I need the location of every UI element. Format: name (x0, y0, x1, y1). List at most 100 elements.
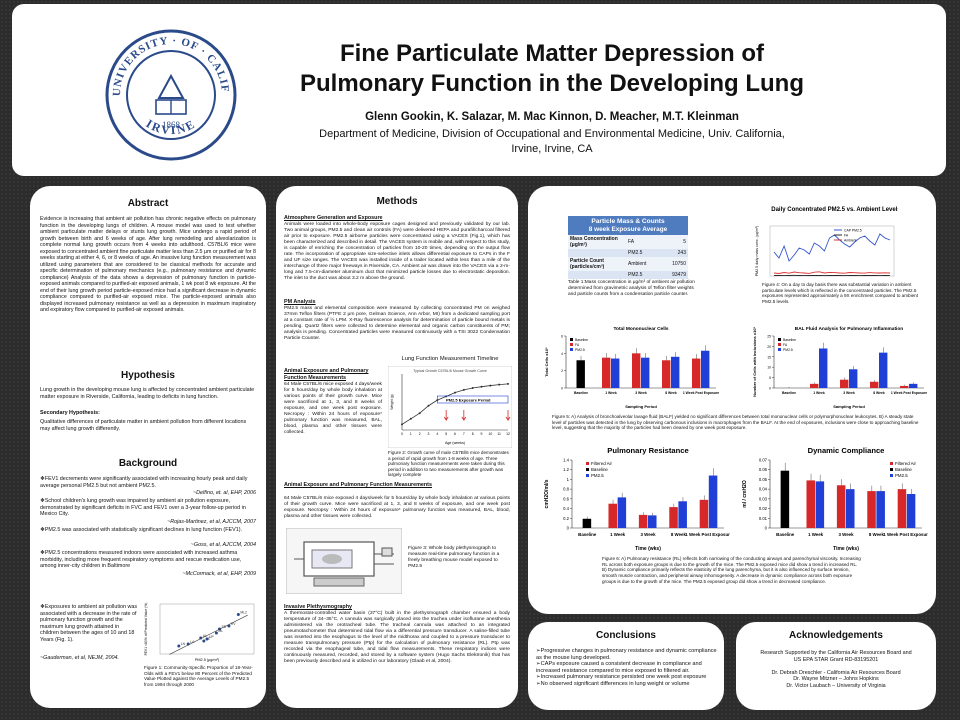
legend-label: Filtered Air (591, 461, 613, 466)
bar (870, 381, 879, 388)
bar (617, 497, 627, 528)
table-cell (568, 249, 626, 257)
bar (671, 356, 680, 388)
acknowledgement-line: Dr. Wayne Mitzner – Johns Hopkins (793, 676, 879, 683)
bar (849, 369, 858, 388)
figure6b-compliance-chart: Dynamic Compliance 0 0.01 0.02 0.03 0.04 0.05 0… (742, 446, 928, 552)
conclusion-item: ➢No observed significant differences in … (536, 680, 690, 687)
legend-swatch (586, 474, 589, 477)
legend-swatch (586, 462, 589, 465)
point-label: RV (231, 622, 236, 626)
y-tick-label: 0 (567, 526, 570, 531)
y-axis-label: cmH2O/ml/s (544, 479, 550, 508)
background-heading: Background (118, 458, 178, 469)
bar (846, 489, 855, 528)
data-point (236, 613, 240, 616)
data-point (205, 637, 209, 641)
x-tick-label: 0 (401, 432, 403, 436)
background-item: ❖PM2.5 was associated with statistically… (40, 527, 242, 533)
background-cite: ~Goss, et al, AJCCM, 2004 (190, 542, 256, 548)
table-cell: PM2.5 (628, 272, 643, 278)
svg-text:1868: 1868 (162, 120, 181, 130)
x-tick-label: 1 Week (605, 391, 617, 395)
x-tick-label: 6 (454, 432, 456, 436)
bar (836, 485, 846, 528)
x-tick-label: 12 (506, 432, 510, 436)
legend-label: PM2.5 (591, 473, 604, 478)
legend-swatch (890, 468, 893, 471)
x-tick-label: 1 Week (813, 391, 825, 395)
bar (876, 491, 885, 528)
bar (708, 475, 718, 528)
y-tick-label: 1.4 (563, 458, 569, 463)
data-point (489, 384, 492, 387)
bar (819, 348, 828, 388)
figure2-growth-curve: Typical Growth C57BL/6 Mouse Growth Curv… (388, 366, 512, 448)
table-row: PM2.5 243 (568, 249, 688, 257)
acknowledgement-line: Dr. Victor Laubach – University of Virgi… (786, 682, 886, 689)
x-tick-label: Baseline (578, 532, 597, 537)
x-tick-label: 8 Week (873, 391, 885, 395)
bar (806, 480, 815, 528)
bar (692, 358, 701, 388)
abstract-heading: Abstract (127, 198, 169, 209)
figure1-scatter: LNLAALLEUPMLSDRVML2PM2.5 (μg/m³)FEV1 <80… (144, 603, 255, 662)
figure1-caption: Figure 1: Community-Specific Proportion … (144, 665, 253, 687)
conclusions-list: ➢Progressive changes in pulmonary resist… (536, 648, 718, 688)
y-tick-label: 0.6 (563, 496, 569, 501)
legend-label: Baseline (591, 467, 608, 472)
y-tick-label: 1.2 (563, 467, 569, 472)
legend-swatch (570, 348, 573, 351)
animal-exposure-body-2: 64 Male C57BL/6 mice exposed 4 days/week… (284, 496, 510, 519)
x-tick-label: 3 Week (843, 391, 855, 395)
x-tick-label: 1 Week (808, 532, 824, 537)
background-item: ❖PM2.5 concentrations measured indoors w… (40, 550, 242, 570)
x-tick-label: Baseline (776, 532, 795, 537)
legend-swatch (586, 468, 589, 471)
table-cell: Mass Concentration (μg/m³) (570, 236, 618, 248)
bar (576, 360, 585, 388)
y-axis-label: Number of Cells with Inclusions x10³ (752, 326, 757, 396)
chart-inner-title: Typical Growth C57BL/6 Mouse Growth Curv… (413, 369, 487, 373)
legend-label: Baseline (783, 338, 796, 342)
methods-panel: Methods Atmosphere Generation and Exposu… (276, 186, 518, 708)
pm-analysis-title: PM Analysis (284, 299, 316, 305)
chart-title: Daily Concentrated PM2.5 vs. Ambient Lev… (771, 207, 898, 213)
x-tick-label: 8 (472, 432, 474, 436)
legend-label: PM2.5 (895, 473, 908, 478)
x-tick-label: 11 (497, 432, 501, 436)
animal-exposure-title-2: Animal Exposure and Pulmonary Function M… (284, 482, 432, 488)
bar (780, 470, 790, 528)
legend-swatch (778, 343, 781, 346)
x-tick-label: 7 (463, 432, 465, 436)
x-tick-label: 8 Week (665, 391, 677, 395)
table-cell: PM2.5 (628, 250, 643, 256)
x-tick-label: 4 (436, 432, 438, 436)
y-tick-label: 2 (561, 369, 563, 373)
x-axis-label: Time (wks) (833, 546, 859, 552)
figure4-daily-pm-chart: Daily Concentrated PM2.5 vs. Ambient Lev… (755, 207, 898, 277)
chart-frame (388, 366, 512, 448)
y-tick-label: 10 (767, 366, 771, 370)
chart-title: Total Mononuclear Cells (613, 326, 668, 332)
background-item: ❖FEV1 decrements were significantly asso… (40, 476, 248, 489)
table-row: Particle Count (particles/cm³) Ambient 107… (568, 257, 688, 271)
left-panel: Abstract Evidence is increasing that amb… (30, 186, 266, 708)
bar (810, 383, 819, 388)
bar (906, 494, 916, 528)
background-cite: ~Rojas-Martinez, et al, AJCCM, 2007 (167, 519, 256, 525)
legend-label: PM2.5 (575, 348, 585, 352)
data-point (177, 644, 181, 648)
background-item-fig1: ❖Exposures to ambient air pollution was … (40, 604, 138, 643)
secondary-hypothesis-body: Qualitative differences of particulate m… (40, 419, 247, 432)
bar (602, 357, 611, 388)
data-point (454, 391, 456, 394)
y-tick-label: 0.03 (759, 496, 768, 501)
bar (879, 352, 888, 388)
table1-caption: Table 1:Mass concentration in μg/m³ of a… (568, 280, 695, 297)
data-point (498, 383, 501, 386)
data-point (202, 639, 206, 643)
bar (701, 350, 710, 388)
plot-area (769, 225, 895, 277)
measurement-arrow (461, 410, 467, 422)
